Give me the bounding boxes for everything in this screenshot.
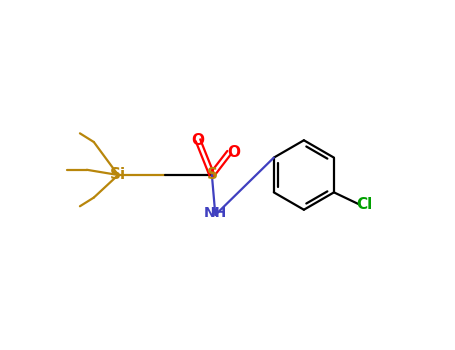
Text: Cl: Cl [357,197,373,212]
Text: O: O [192,133,204,148]
Text: S: S [207,168,217,182]
Text: NH: NH [204,206,227,220]
Text: O: O [227,145,240,160]
Text: Si: Si [110,168,126,182]
